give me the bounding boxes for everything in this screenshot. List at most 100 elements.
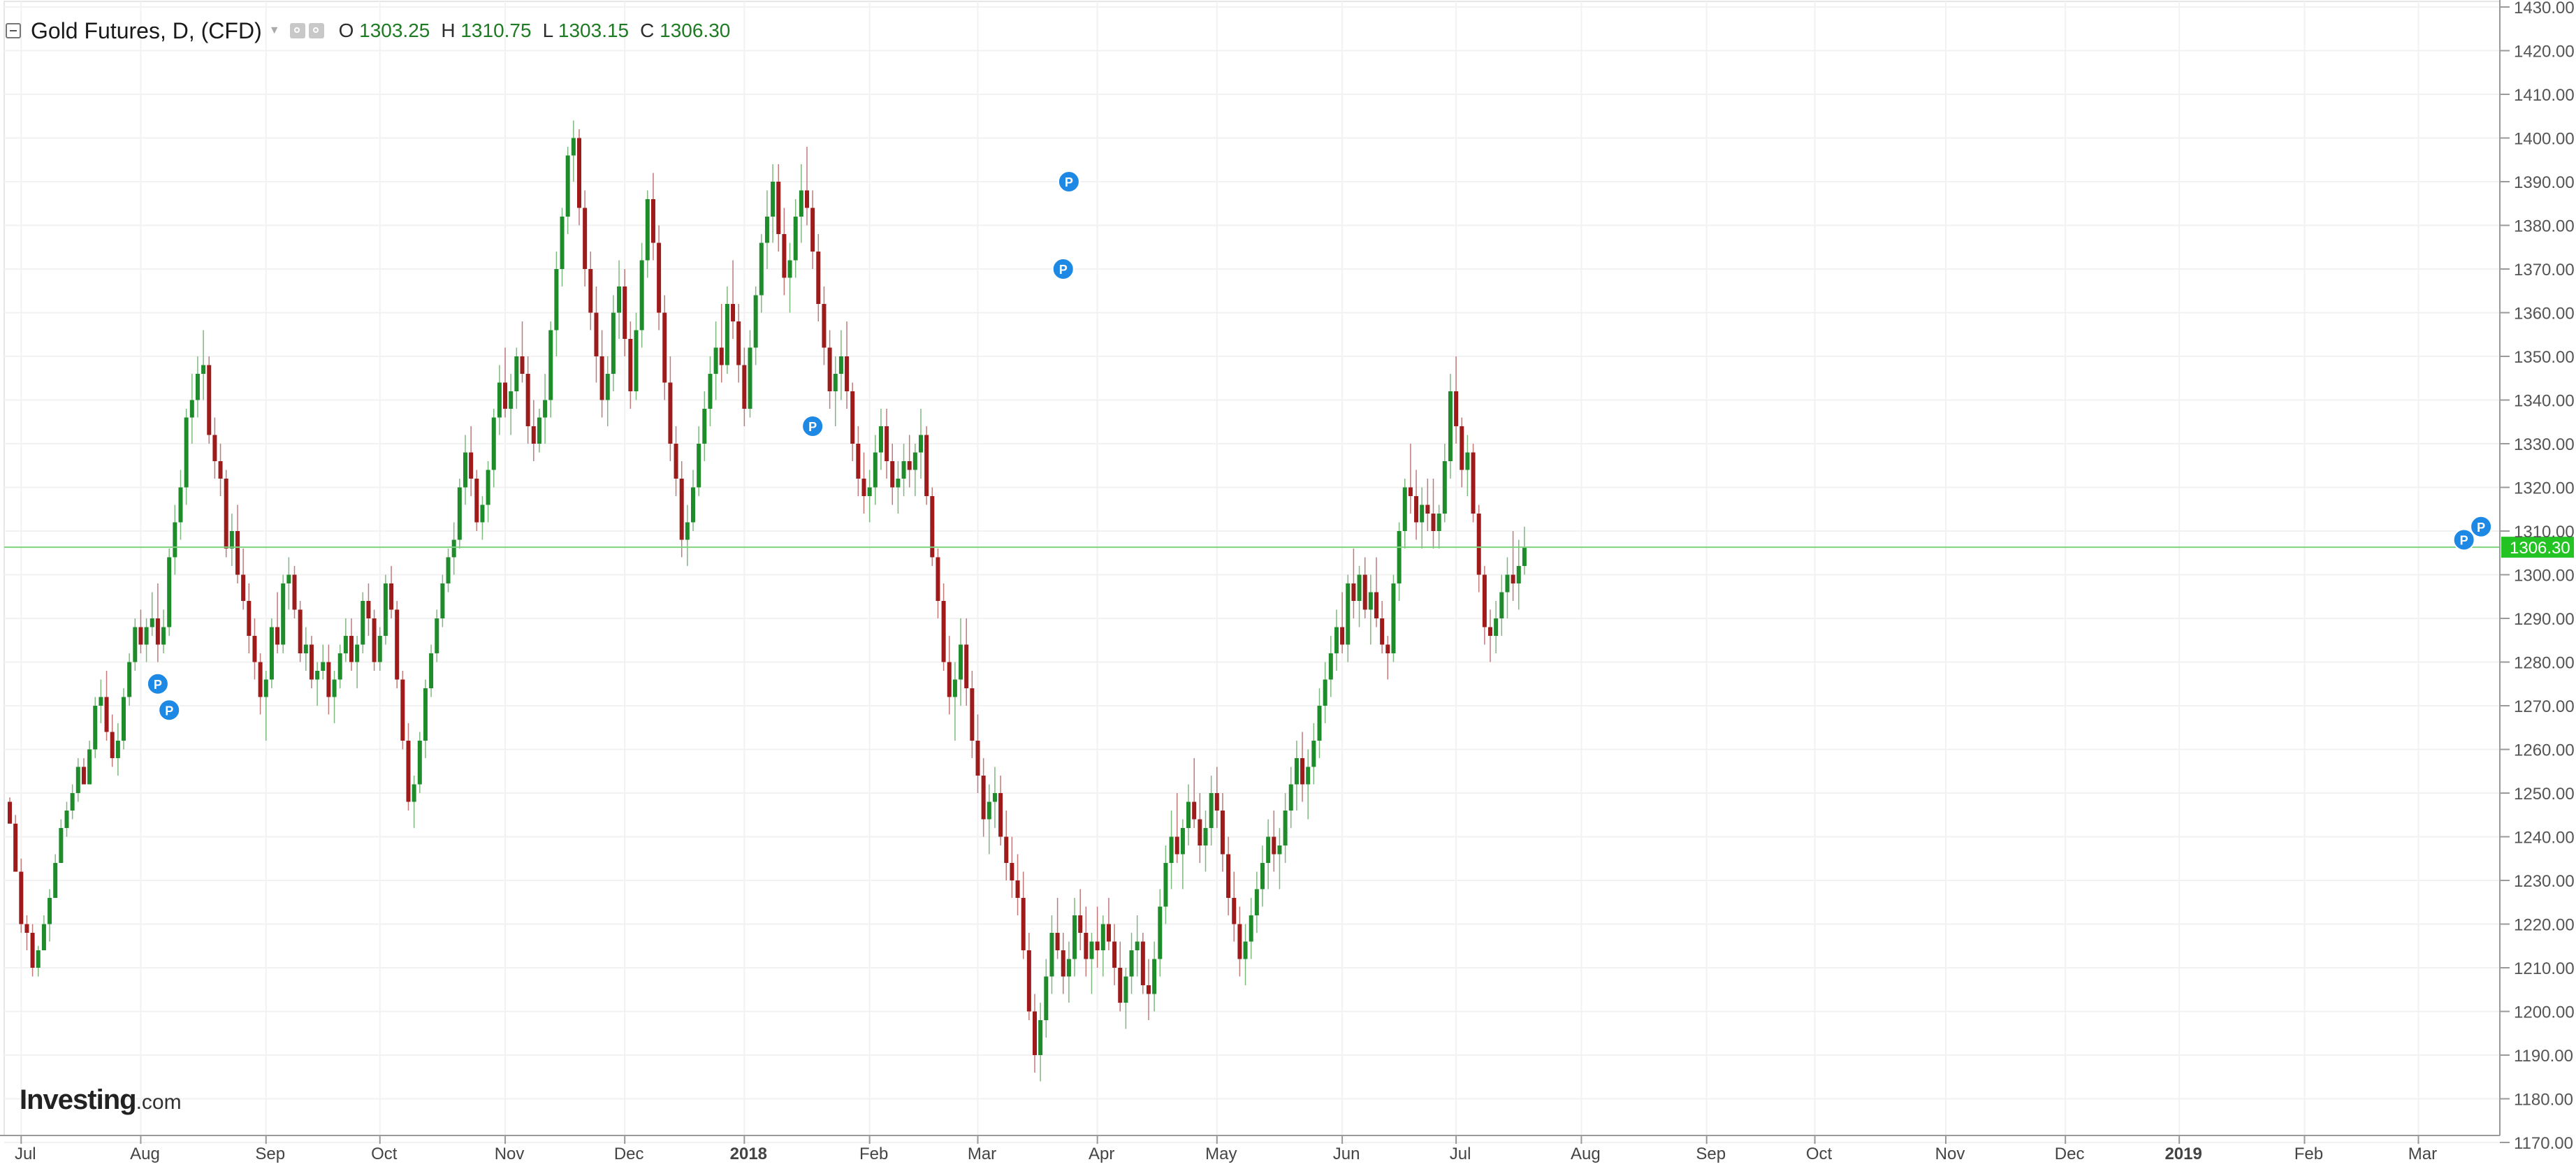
- time-axis[interactable]: Jul Aug Sep Oct Nov Dec 2018 Feb Mar Apr May Jun Jul…: [0, 1135, 2500, 1163]
- x-tick-label: Nov: [1935, 1145, 1965, 1163]
- candle-body: [201, 365, 206, 374]
- candle-body: [1220, 811, 1225, 855]
- candle-body: [736, 321, 741, 365]
- candle-body: [1112, 941, 1117, 968]
- candle-body: [13, 823, 18, 872]
- candle-body: [748, 347, 752, 409]
- event-marker-icon[interactable]: [2470, 515, 2493, 538]
- candle-body: [1010, 863, 1014, 880]
- candle-body: [1066, 959, 1071, 977]
- candle-body: [628, 339, 633, 391]
- candle-body: [1004, 836, 1009, 863]
- candle-body: [901, 461, 906, 479]
- candle-body: [195, 374, 200, 400]
- candle-body: [1140, 941, 1145, 985]
- ohlc-open: O 1303.25: [338, 20, 430, 41]
- candle-body: [480, 504, 485, 523]
- x-tick-label: Jun: [1333, 1145, 1360, 1163]
- x-tick-label: Mar: [968, 1145, 996, 1163]
- candle-body: [1044, 976, 1049, 1020]
- candle-body: [1123, 976, 1128, 1003]
- candle-body: [469, 452, 474, 479]
- candle-body: [1374, 592, 1378, 618]
- candle-body: [731, 304, 736, 321]
- candle-body: [435, 618, 439, 653]
- event-marker-icon[interactable]: [1057, 170, 1080, 193]
- candle-body: [531, 426, 536, 444]
- symbol-title[interactable]: Gold Futures, D, (CFD): [31, 17, 262, 43]
- candle-body: [1237, 924, 1242, 959]
- candle-body: [838, 356, 843, 374]
- candle-body: [691, 487, 695, 523]
- event-marker-glyph: P: [1065, 175, 1073, 189]
- candle-body: [503, 382, 508, 409]
- event-marker-icon[interactable]: [801, 415, 824, 437]
- y-tick-label: 1200.00: [2514, 1003, 2575, 1022]
- candle-body: [64, 811, 69, 828]
- event-marker-icon[interactable]: [146, 672, 169, 695]
- x-tick-label: Oct: [1806, 1145, 1833, 1163]
- candle-body: [1420, 504, 1425, 523]
- collapse-icon[interactable]: [6, 23, 21, 38]
- candle-body: [850, 391, 855, 444]
- candle-body: [474, 479, 479, 523]
- candle-body: [446, 557, 451, 583]
- candle-body: [1408, 487, 1413, 496]
- price-axis[interactable]: 1170.00 1180.00 1190.00 1200.00 1210.00 1220.…: [2499, 0, 2575, 1153]
- candle-body: [1311, 741, 1316, 767]
- candle-body: [1294, 758, 1299, 785]
- candle-body: [878, 426, 883, 453]
- candle-body: [377, 636, 382, 662]
- candle-body: [992, 793, 997, 802]
- candle-body: [1106, 924, 1111, 942]
- settings-icon[interactable]: [289, 23, 305, 38]
- candle-body: [309, 644, 314, 680]
- candle-body: [241, 574, 246, 601]
- candle-body: [650, 199, 655, 243]
- candle-body: [1038, 1020, 1043, 1055]
- candle-body: [1266, 836, 1271, 863]
- candle-body: [674, 444, 678, 479]
- candle-body: [1414, 496, 1419, 523]
- candle-body: [1460, 426, 1464, 470]
- candle-body: [1118, 968, 1123, 1003]
- candle-body: [298, 609, 303, 653]
- candle-body: [1317, 706, 1322, 741]
- candle-body: [247, 601, 252, 636]
- candle-body: [1431, 514, 1436, 531]
- candle-body: [19, 871, 24, 924]
- event-marker-glyph: P: [165, 704, 173, 718]
- event-marker-icon[interactable]: [1051, 258, 1075, 280]
- eye-icon[interactable]: [308, 23, 324, 38]
- chevron-down-icon[interactable]: ▼: [268, 24, 280, 36]
- candle-body: [1283, 811, 1288, 845]
- candle-body: [173, 522, 177, 558]
- candle-body: [799, 190, 803, 217]
- event-marker-icon[interactable]: [158, 699, 181, 722]
- y-tick-label: 1300.00: [2514, 567, 2575, 586]
- candle-body: [1499, 592, 1504, 618]
- candle-body: [998, 793, 1003, 837]
- candle-body: [952, 679, 957, 697]
- candle-body: [30, 933, 35, 968]
- candle-body: [326, 662, 331, 697]
- candle-body: [99, 697, 103, 706]
- candle-body: [144, 627, 149, 645]
- candle-body: [525, 374, 530, 426]
- candle-body: [212, 435, 217, 461]
- candle-body: [1089, 941, 1094, 959]
- candle-body: [771, 182, 776, 217]
- candle-body: [1505, 574, 1510, 593]
- candle-body: [685, 522, 690, 540]
- candle-body: [1254, 889, 1259, 915]
- event-marker-icon[interactable]: [2452, 528, 2475, 551]
- candle-body: [150, 618, 154, 627]
- candle-body: [412, 784, 416, 802]
- candle-body: [970, 688, 975, 741]
- candle-body: [810, 208, 815, 252]
- grid: [3, 1, 2501, 1143]
- candle-body: [406, 741, 411, 802]
- candle-body: [657, 242, 662, 313]
- y-tick-label: 1290.00: [2514, 610, 2575, 629]
